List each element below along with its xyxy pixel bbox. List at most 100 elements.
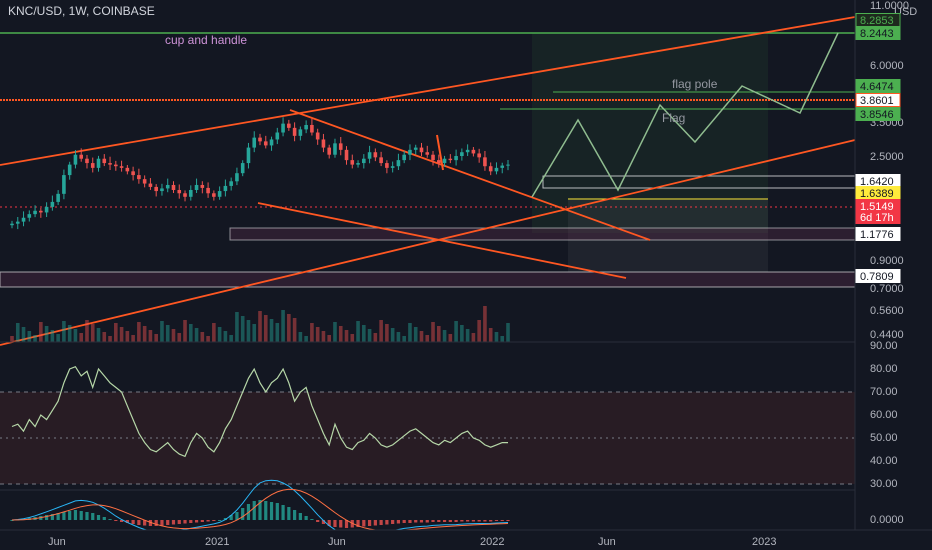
- macd-bar: [344, 520, 349, 528]
- trendline-upper-channel: [0, 16, 856, 166]
- trendline-wedge-top: [289, 109, 651, 241]
- volume-bar: [102, 332, 107, 342]
- macd-bar: [131, 520, 135, 524]
- macd-bar: [189, 520, 193, 523]
- candlesticks: [10, 117, 510, 230]
- macd-bar: [258, 500, 262, 520]
- volume-bar: [281, 310, 285, 342]
- macd-bar: [379, 520, 383, 525]
- candle-body: [419, 147, 424, 153]
- macd-bar: [45, 515, 49, 520]
- volume-bar: [419, 331, 424, 342]
- price-tick: 0.7000: [870, 283, 904, 295]
- volume-bar: [21, 327, 26, 342]
- candle-body: [50, 201, 55, 207]
- candle-body: [39, 210, 43, 213]
- macd-bar: [437, 520, 441, 522]
- macd-bar: [56, 513, 60, 520]
- macd-bar: [321, 520, 326, 524]
- macd-bar: [402, 520, 406, 523]
- candle-body: [327, 147, 332, 155]
- volume-bar: [56, 334, 60, 342]
- volume-bar: [413, 327, 418, 342]
- volume-bar: [310, 323, 314, 342]
- macd-bar: [79, 511, 83, 520]
- price-tag: 3.8601: [855, 93, 901, 107]
- candle-body: [148, 183, 153, 187]
- macd-bar: [316, 520, 320, 522]
- rsi-tick: 60.00: [870, 409, 898, 421]
- volume-bar: [315, 327, 320, 342]
- macd-bar: [471, 520, 475, 522]
- candle-body: [402, 154, 406, 161]
- candle-body: [21, 217, 26, 222]
- volume-bar: [50, 330, 55, 342]
- candle-body: [246, 147, 251, 164]
- candle-body: [344, 149, 349, 161]
- macd-bar: [218, 520, 222, 521]
- candle-body: [483, 157, 487, 167]
- candle-body: [79, 154, 84, 159]
- volume-bar: [362, 325, 366, 342]
- price-tag-bg: [855, 93, 901, 107]
- candle-body: [62, 175, 66, 194]
- rsi-tick: 40.00: [870, 455, 898, 467]
- volume-bar: [500, 336, 505, 342]
- macd-bar: [310, 519, 314, 520]
- candle-body: [15, 221, 20, 224]
- macd-bar: [160, 520, 164, 526]
- time-label: Jun: [48, 536, 66, 548]
- candle-body: [90, 163, 95, 168]
- price-tag: 1.1776: [855, 227, 901, 241]
- macd-bar: [171, 520, 176, 525]
- price-tag-bg: [855, 269, 901, 283]
- candle-body: [223, 185, 228, 192]
- price-tag-bg: [855, 79, 901, 93]
- candle-body: [229, 181, 233, 186]
- macd-bar: [431, 520, 435, 522]
- price-tag: 3.8546: [855, 107, 901, 121]
- volume-bar: [223, 331, 228, 342]
- price-tag-bg: [855, 107, 901, 121]
- macd-line: [11, 479, 509, 537]
- volume-bar: [96, 328, 101, 342]
- candle-body: [321, 139, 326, 148]
- volume-bar: [131, 335, 135, 342]
- volume-bar: [240, 316, 245, 342]
- macd-bar: [489, 520, 493, 522]
- macd-bar: [339, 520, 343, 528]
- projection-path: [531, 32, 839, 198]
- macd-bar: [448, 520, 452, 522]
- time-scale[interactable]: [0, 530, 932, 550]
- volume-bar: [206, 336, 210, 342]
- macd-bar: [91, 513, 95, 520]
- macd-bar: [68, 511, 72, 520]
- rsi-tick: 50.00: [870, 432, 898, 444]
- candle-body: [194, 184, 199, 190]
- volume-bar: [27, 331, 32, 342]
- macd-bar: [293, 510, 297, 520]
- candle-body: [44, 206, 49, 213]
- price-tag-label: 1.1776: [860, 229, 894, 241]
- candle-body: [212, 193, 216, 197]
- volume-bar: [246, 320, 251, 342]
- time-label: Jun: [328, 536, 346, 548]
- macd-bar: [287, 507, 291, 520]
- price-tag: 1.6389: [855, 186, 901, 200]
- candle-body: [142, 179, 147, 184]
- candle-body: [425, 152, 430, 155]
- candle-body: [160, 188, 164, 192]
- candle-body: [67, 164, 72, 176]
- candle-body: [183, 193, 187, 197]
- macd-bar: [408, 520, 412, 523]
- volume-bar: [298, 332, 303, 342]
- macd-bar: [425, 520, 429, 523]
- volume-bar: [471, 333, 476, 342]
- candle-body: [154, 186, 158, 192]
- chart-title[interactable]: KNC/USD, 1W, COINBASE: [8, 4, 155, 18]
- candle-body: [310, 125, 314, 133]
- volume-bar: [33, 335, 37, 342]
- price-tag: 1.6420: [855, 174, 901, 188]
